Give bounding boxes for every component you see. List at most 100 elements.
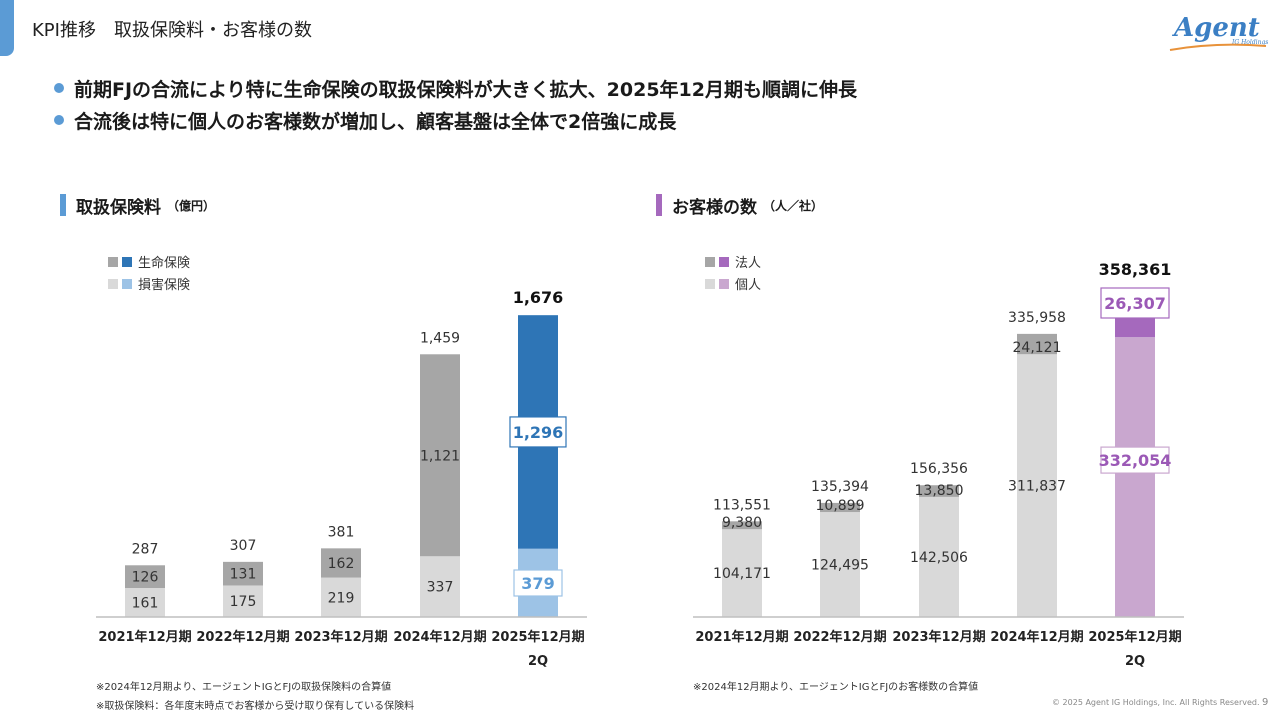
customers-total-label: 113,551	[713, 497, 771, 513]
customers-category-label: 2024年12月期	[990, 629, 1083, 645]
premium-current-label-損害保険: 379	[521, 574, 554, 593]
premium-bar-生命保険	[321, 548, 361, 578]
premium-chart-unit: （億円）	[167, 198, 216, 213]
premium-total-label: 381	[328, 524, 355, 540]
premium-segment-label-生命保険: 126	[132, 570, 159, 586]
customers-segment-label-法人: 24,121	[1013, 340, 1062, 356]
summary-bullets: 前期FJの合流により特に生命保険の取扱保険料が大きく拡大、2025年12月期も順…	[54, 72, 857, 136]
customers-segment-label-個人: 104,171	[713, 566, 771, 582]
customers-category-label: 2025年12月期	[1088, 629, 1181, 645]
premium-category-label: 2021年12月期	[98, 629, 191, 645]
premium-current-label-box	[509, 416, 567, 448]
customers-bar-法人	[820, 502, 860, 513]
premium-total-label: 1,676	[513, 288, 564, 307]
customers-bar-個人	[919, 496, 959, 617]
customers-chart-title: お客様の数	[672, 197, 757, 218]
premium-segment-label-生命保険: 1,121	[420, 448, 460, 464]
premium-bar-損害保険	[321, 577, 361, 617]
premium-current-label-box	[513, 569, 563, 597]
customers-bar-個人	[820, 512, 860, 617]
summary-bullet: 合流後は特に個人のお客様数が増加し、顧客基盤は全体で2倍強に成長	[54, 104, 857, 136]
premium-total-label: 307	[230, 538, 257, 554]
premium-category-label: 2Q	[528, 654, 548, 669]
customers-legend-swatch-current	[719, 279, 729, 289]
customers-current-label-法人: 26,307	[1104, 294, 1166, 313]
customers-total-label: 135,394	[811, 479, 869, 495]
svg-text:Agent: Agent	[1171, 13, 1260, 43]
customers-category-label: 2022年12月期	[793, 629, 886, 645]
premium-segment-label-生命保険: 162	[328, 556, 355, 572]
customers-segment-label-個人: 124,495	[811, 558, 869, 574]
premium-section-header: 取扱保険料 （億円）	[60, 193, 216, 218]
premium-bar-生命保険	[420, 354, 460, 557]
customers-bar-法人	[722, 521, 762, 530]
premium-segment-label-損害保険: 337	[427, 580, 454, 596]
premium-segment-label-生命保険: 131	[230, 567, 257, 583]
customers-section-header: お客様の数 （人／社）	[656, 193, 824, 218]
premium-total-label: 1,459	[420, 330, 460, 346]
premium-total-label: 287	[132, 541, 159, 557]
premium-segment-label-損害保険: 175	[230, 594, 257, 610]
premium-bar-生命保険	[223, 561, 263, 586]
premium-bar-損害保険	[125, 587, 165, 617]
customers-category-label: 2021年12月期	[695, 629, 788, 645]
agent-logo: Agent IG Holdings	[1169, 13, 1268, 51]
premium-legend-label: 生命保険	[138, 255, 190, 271]
section-marker	[656, 194, 662, 216]
premium-legend-swatch-current	[122, 257, 132, 267]
customers-total-label: 335,958	[1008, 310, 1066, 326]
customers-footnote: ※2024年12月期より、エージェントIGとFJのお客様数の合算値	[693, 682, 979, 693]
page-number: 9	[1262, 697, 1269, 708]
customers-bar-個人	[1017, 354, 1057, 617]
customers-legend-label: 法人	[735, 256, 761, 271]
customers-bar-法人	[1017, 333, 1057, 355]
customers-category-label: 2023年12月期	[892, 629, 985, 645]
customers-bar-法人	[919, 485, 959, 497]
customers-segment-label-法人: 10,899	[816, 498, 865, 514]
customers-current-label-box	[1100, 446, 1170, 474]
page-title: KPI推移 取扱保険料・お客様の数	[32, 20, 312, 41]
customers-bar-個人	[722, 529, 762, 617]
premium-bar-損害保険	[420, 556, 460, 617]
bullet-dot-icon	[54, 83, 64, 93]
bullet-text: 合流後は特に個人のお客様数が増加し、顧客基盤は全体で2倍強に成長	[74, 110, 677, 133]
customers-current-label-個人: 332,054	[1099, 451, 1172, 470]
header-accent-tab	[0, 0, 14, 56]
premium-chart-title: 取扱保険料	[76, 197, 161, 218]
premium-footnote-2: ※取扱保険料：各年度末時点でお客様から受け取り保有している保険料	[96, 701, 415, 712]
premium-legend-swatch-hist	[108, 279, 118, 289]
customers-category-label: 2Q	[1125, 654, 1145, 669]
customers-legend-swatch-current	[719, 257, 729, 267]
premium-legend-label: 損害保険	[138, 277, 190, 293]
section-marker	[60, 194, 66, 216]
premium-bar-損害保険	[223, 585, 263, 617]
premium-category-label: 2025年12月期	[491, 629, 584, 645]
premium-segment-label-損害保険: 219	[328, 590, 355, 606]
bullet-text: 前期FJの合流により特に生命保険の取扱保険料が大きく拡大、2025年12月期も順…	[74, 78, 857, 101]
customers-segment-label-法人: 9,380	[722, 515, 762, 531]
premium-legend-swatch-current	[122, 279, 132, 289]
premium-category-label: 2022年12月期	[196, 629, 289, 645]
premium-category-label: 2024年12月期	[393, 629, 486, 645]
summary-bullet: 前期FJの合流により特に生命保険の取扱保険料が大きく拡大、2025年12月期も順…	[54, 72, 857, 104]
copyright: © 2025 Agent IG Holdings, Inc. All Right…	[1052, 698, 1260, 707]
customers-segment-label-個人: 142,506	[910, 550, 968, 566]
premium-current-label-生命保険: 1,296	[513, 423, 564, 442]
premium-segment-label-損害保険: 161	[132, 595, 159, 611]
premium-legend-swatch-hist	[108, 257, 118, 267]
customers-bar-法人	[1115, 315, 1155, 338]
customers-current-label-box	[1100, 287, 1170, 319]
customers-segment-label-個人: 311,837	[1008, 479, 1066, 495]
customers-chart-unit: （人／社）	[763, 198, 824, 213]
bullet-dot-icon	[54, 115, 64, 125]
customers-legend-label: 個人	[735, 278, 761, 293]
premium-category-label: 2023年12月期	[294, 629, 387, 645]
customers-total-label: 156,356	[910, 461, 968, 477]
premium-footnote-1: ※2024年12月期より、エージェントIGとFJの取扱保険料の合算値	[96, 682, 392, 693]
premium-bar-生命保険	[125, 565, 165, 588]
customers-legend-swatch-hist	[705, 257, 715, 267]
customers-total-label: 358,361	[1099, 260, 1172, 279]
customers-bar-個人	[1115, 337, 1155, 617]
customers-segment-label-法人: 13,850	[915, 483, 964, 499]
